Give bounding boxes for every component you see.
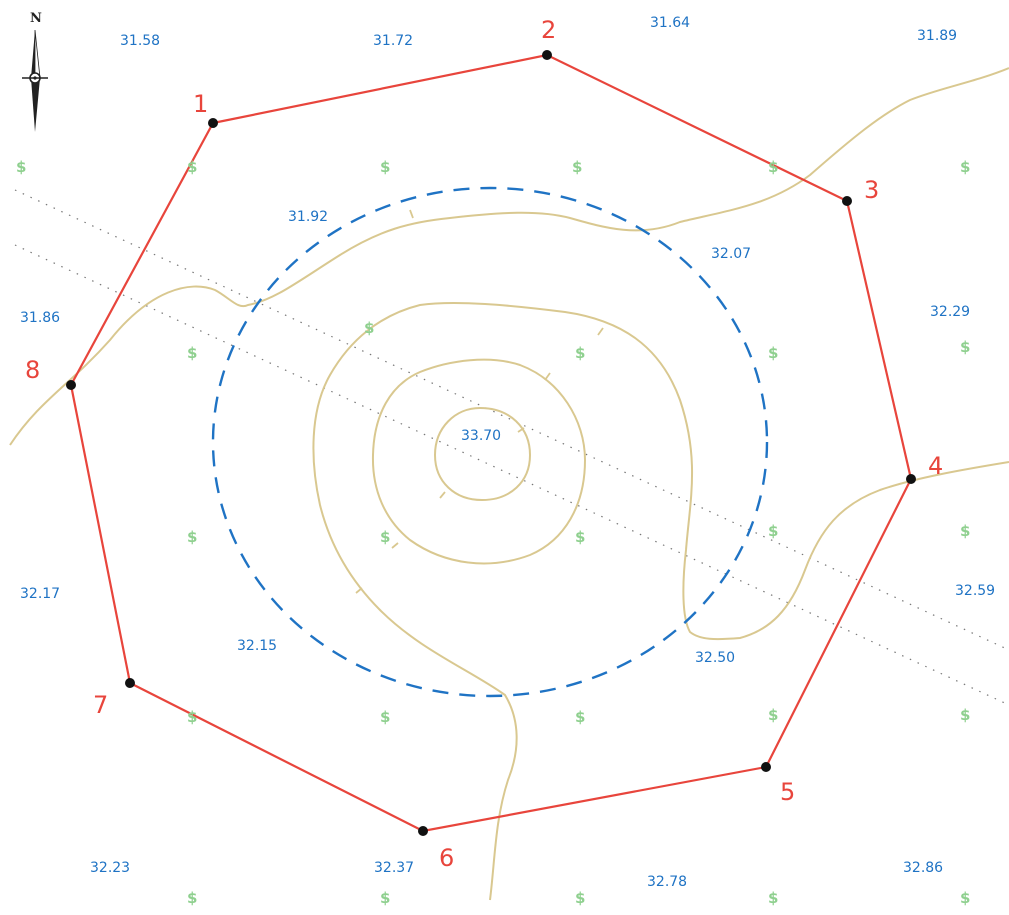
vertex-point — [542, 50, 552, 60]
vegetation-symbol-icon: $ — [768, 344, 778, 362]
vegetation-symbol-icon: $ — [960, 338, 970, 356]
vegetation-symbol-icon: $ — [768, 706, 778, 724]
contour-line — [433, 406, 532, 502]
spot-height: 31.89 — [917, 28, 957, 44]
vegetation-symbol-icon: $ — [187, 708, 197, 726]
vertex-label: 7 — [93, 691, 108, 719]
vegetation-symbol-icon: $ — [960, 522, 970, 540]
slope-tick — [544, 372, 551, 381]
slope-ticks — [355, 209, 604, 594]
vertex-label: 1 — [193, 90, 208, 118]
dashed-contour-label: 32.07 — [711, 246, 751, 262]
spot-height: 32.37 — [374, 860, 414, 876]
vertex-point — [761, 762, 771, 772]
vegetation-symbol-icon: $ — [768, 522, 778, 540]
slope-tick — [439, 491, 446, 499]
boundary-vertex-points — [66, 50, 916, 836]
vegetation-symbol-icon: $ — [187, 158, 197, 176]
spot-height: 32.29 — [930, 304, 970, 320]
vegetation-symbol-icon: $ — [187, 889, 197, 907]
vertex-label: 5 — [780, 778, 795, 806]
contour-lines — [9, 67, 1009, 901]
spot-height: 31.86 — [20, 310, 60, 326]
spot-height: 31.58 — [120, 33, 160, 49]
vegetation-symbol-icon: $ — [187, 528, 197, 546]
slope-tick — [597, 327, 604, 336]
vegetation-symbol-icon: $ — [575, 528, 585, 546]
vegetation-symbol-icon: $ — [960, 889, 970, 907]
slope-tick — [391, 542, 399, 549]
vertex-label: 3 — [864, 176, 879, 204]
vegetation-symbol-icon: $ — [768, 889, 778, 907]
spot-height: 31.72 — [373, 33, 413, 49]
vertex-label: 2 — [541, 16, 556, 44]
vegetation-symbol-icon: $ — [364, 319, 374, 337]
slope-tick — [355, 587, 363, 594]
vegetation-symbol-icon: $ — [380, 708, 390, 726]
vertex-point — [125, 678, 135, 688]
vertex-label: 4 — [928, 452, 943, 480]
slope-tick — [517, 427, 525, 433]
north-arrow-label: N — [30, 11, 42, 26]
dotted-reference-line — [14, 244, 1009, 706]
vegetation-symbols: $ $ $ $ $ $ $ $ $ $ $ $ $ $ $ $ $ $ $ $ … — [16, 158, 970, 907]
vegetation-symbol-icon: $ — [572, 158, 582, 176]
vertex-point — [906, 474, 916, 484]
vertex-labels: 1 2 3 4 5 6 7 8 — [25, 16, 943, 872]
slope-tick — [409, 209, 414, 219]
dashed-contour-label: 32.15 — [237, 638, 277, 654]
vegetation-symbol-icon: $ — [380, 528, 390, 546]
north-arrow-half — [34, 29, 41, 79]
vegetation-symbol-icon: $ — [960, 706, 970, 724]
spot-height: 32.59 — [955, 583, 995, 599]
spot-height: 32.17 — [20, 586, 60, 602]
spot-height: 32.23 — [90, 860, 130, 876]
vegetation-symbol-icon: $ — [16, 158, 26, 176]
vegetation-symbol-icon: $ — [575, 344, 585, 362]
contour-line — [371, 358, 587, 565]
vertex-point — [842, 196, 852, 206]
vertex-label: 6 — [439, 844, 454, 872]
vegetation-symbol-icon: $ — [187, 344, 197, 362]
vegetation-symbol-icon: $ — [380, 889, 390, 907]
vertex-point — [66, 380, 76, 390]
dashed-contour — [211, 186, 769, 698]
contour-line — [312, 301, 1009, 901]
vertex-point — [208, 118, 218, 128]
vegetation-symbol-icon: $ — [575, 889, 585, 907]
vertex-label: 8 — [25, 356, 40, 384]
dashed-contour-label: 32.50 — [695, 650, 735, 666]
vertex-point — [418, 826, 428, 836]
vegetation-symbol-icon: $ — [575, 708, 585, 726]
vegetation-symbol-icon: $ — [768, 158, 778, 176]
spot-heights: 31.58 31.72 31.64 31.89 31.86 32.29 32.5… — [20, 15, 995, 890]
spot-height: 31.64 — [650, 15, 690, 31]
spot-height: 32.78 — [647, 874, 687, 890]
spot-height: 32.86 — [903, 860, 943, 876]
summit-elevation: 33.70 — [461, 428, 501, 444]
vegetation-symbol-icon: $ — [960, 158, 970, 176]
north-arrow-icon: N — [22, 11, 48, 132]
contour-line — [9, 67, 1009, 446]
dashed-contour-label: 31.92 — [288, 209, 328, 225]
dashed-contour-labels: 31.92 32.07 32.15 32.50 — [237, 209, 751, 666]
vegetation-symbol-icon: $ — [380, 158, 390, 176]
